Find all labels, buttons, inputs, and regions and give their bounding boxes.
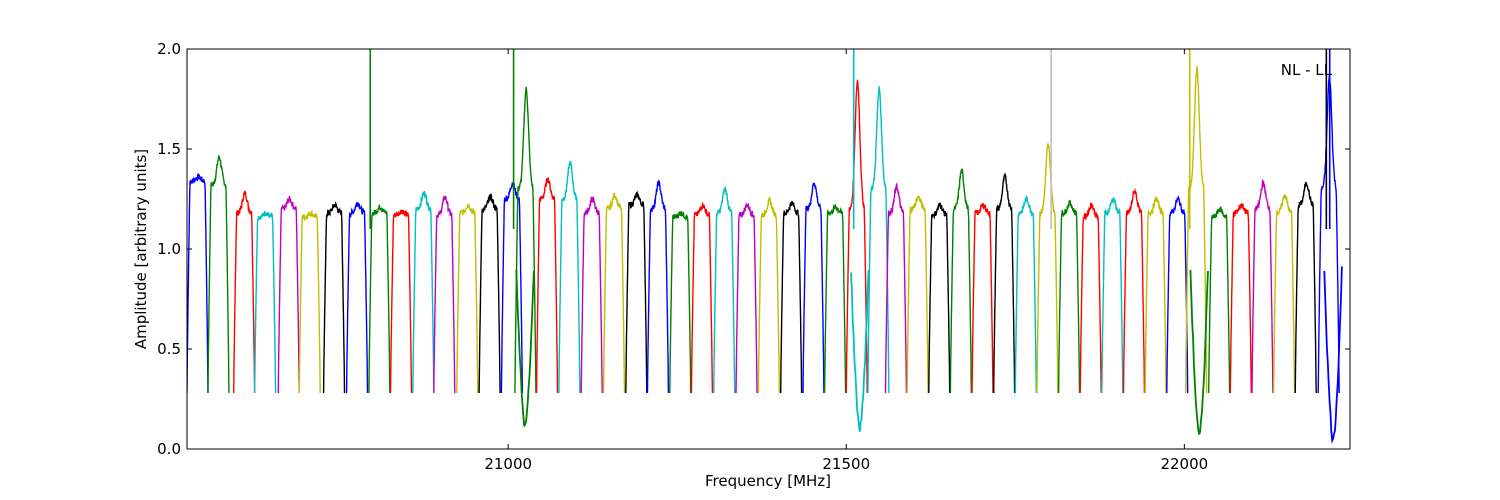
subband-line-16 bbox=[535, 177, 559, 394]
dip-line-0 bbox=[515, 269, 535, 427]
subband-line-23 bbox=[690, 202, 714, 394]
subband-line-12 bbox=[456, 202, 479, 394]
subband-line-35 bbox=[949, 168, 972, 394]
subband-line-37 bbox=[993, 172, 1016, 394]
x-axis-label: Frequency [MHz] bbox=[705, 472, 831, 490]
subband-line-15 bbox=[514, 86, 537, 394]
subband-line-13 bbox=[478, 192, 501, 394]
subband-line-9 bbox=[389, 208, 413, 394]
subband-line-32 bbox=[884, 182, 908, 394]
subband-line-0 bbox=[187, 173, 209, 394]
annotation-label: NL - LL bbox=[1281, 61, 1333, 79]
y-tick-label-2: 1.0 bbox=[157, 240, 181, 258]
subband-line-19 bbox=[602, 192, 626, 394]
subband-line-1 bbox=[207, 155, 230, 394]
subband-line-40 bbox=[1057, 200, 1081, 394]
y-tick-label-3: 1.5 bbox=[157, 140, 181, 158]
subband-line-33 bbox=[906, 195, 929, 394]
subband-line-2 bbox=[233, 190, 256, 394]
subband-line-10 bbox=[412, 190, 435, 394]
x-tick-label-1: 21500 bbox=[822, 455, 870, 473]
subband-line-28 bbox=[802, 182, 825, 394]
subband-line-17 bbox=[558, 160, 581, 394]
subband-line-34 bbox=[928, 202, 951, 394]
subband-line-11 bbox=[433, 195, 456, 394]
y-tick-label-0: 0.0 bbox=[157, 440, 181, 458]
y-tick-label-4: 2.0 bbox=[157, 40, 181, 58]
subband-line-36 bbox=[971, 202, 994, 394]
x-tick-label-2: 22000 bbox=[1160, 455, 1208, 473]
subband-line-39 bbox=[1036, 143, 1059, 394]
subband-line-30 bbox=[845, 79, 868, 394]
subband-line-20 bbox=[625, 190, 648, 394]
data-series-group bbox=[187, 49, 1343, 444]
subband-line-4 bbox=[277, 195, 300, 394]
subband-line-22 bbox=[669, 210, 692, 394]
y-axis-label: Amplitude [arbitrary units] bbox=[132, 149, 150, 349]
subband-line-8 bbox=[368, 204, 391, 394]
subband-line-14 bbox=[500, 181, 524, 394]
subband-line-38 bbox=[1014, 195, 1037, 394]
subband-line-27 bbox=[780, 200, 803, 394]
subband-line-3 bbox=[253, 211, 277, 394]
subband-line-52 bbox=[1317, 74, 1340, 394]
axis-ticks-group: 21000 21500 22000 0.0 0.5 1.0 1.5 2.0 bbox=[157, 40, 1350, 473]
subband-line-43 bbox=[1122, 187, 1146, 394]
dip-line-1 bbox=[850, 269, 870, 432]
subband-line-44 bbox=[1144, 196, 1167, 394]
subband-line-7 bbox=[345, 201, 369, 394]
subband-line-41 bbox=[1079, 202, 1102, 394]
subband-line-21 bbox=[646, 179, 670, 394]
subband-line-31 bbox=[867, 86, 890, 394]
subband-line-18 bbox=[580, 196, 603, 394]
subband-line-51 bbox=[1294, 181, 1317, 394]
subband-line-25 bbox=[735, 202, 758, 394]
subband-line-24 bbox=[713, 185, 736, 394]
subband-line-29 bbox=[823, 204, 847, 394]
subband-line-45 bbox=[1166, 195, 1189, 394]
subband-line-50 bbox=[1272, 194, 1296, 394]
dip-line-2 bbox=[1189, 269, 1209, 435]
y-tick-label-1: 0.5 bbox=[157, 340, 181, 358]
subband-line-5 bbox=[298, 209, 321, 394]
subband-line-42 bbox=[1101, 197, 1124, 394]
subband-line-26 bbox=[757, 196, 780, 394]
x-tick-label-0: 21000 bbox=[484, 455, 532, 473]
subband-line-48 bbox=[1229, 203, 1252, 394]
subband-line-47 bbox=[1207, 206, 1231, 394]
subband-line-6 bbox=[322, 200, 346, 394]
subband-line-49 bbox=[1251, 178, 1274, 394]
dip-line-3 bbox=[1323, 266, 1343, 444]
